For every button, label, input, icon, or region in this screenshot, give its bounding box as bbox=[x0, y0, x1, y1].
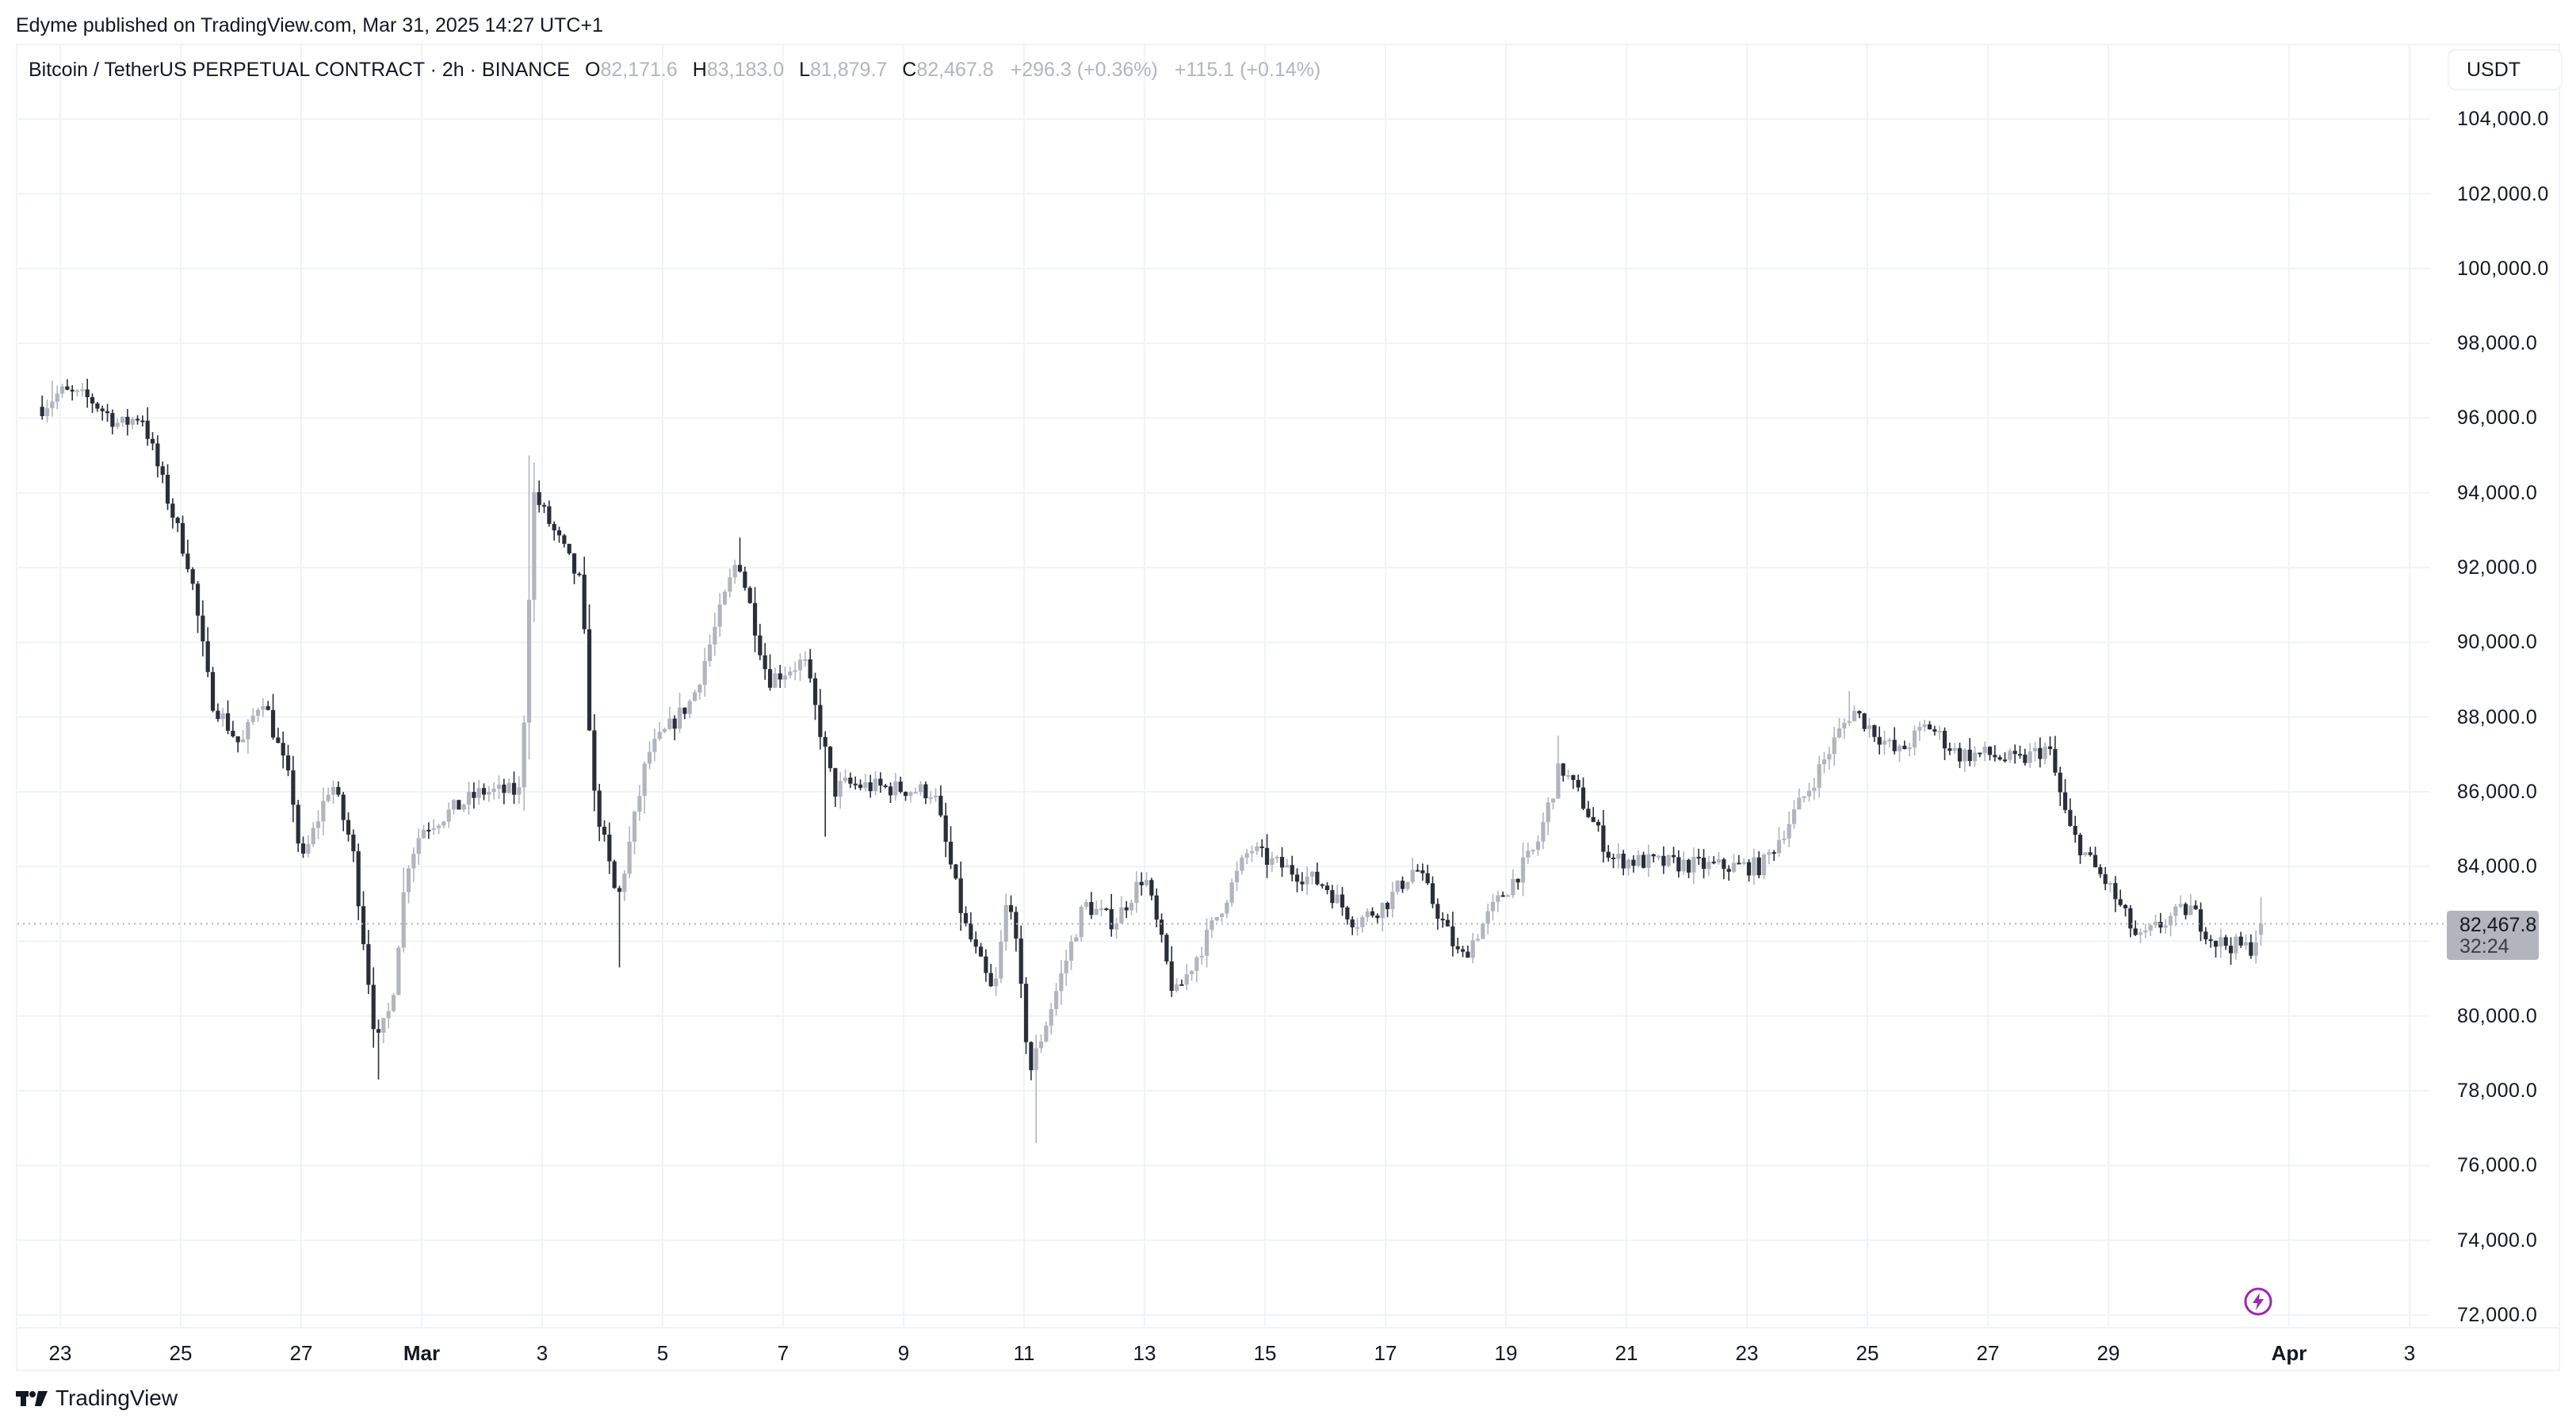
price-axis-label: 80,000.0 bbox=[2457, 1004, 2538, 1027]
bar-countdown: 32:24 bbox=[2459, 935, 2509, 958]
close-value: 82,467.8 bbox=[916, 59, 994, 81]
time-axis-label: 23 bbox=[1735, 1341, 1759, 1365]
time-axis-label: 9 bbox=[897, 1341, 910, 1365]
time-axis-label: 3 bbox=[536, 1341, 548, 1365]
chart-frame bbox=[16, 44, 2560, 1371]
price-axis-label: 84,000.0 bbox=[2457, 855, 2538, 878]
tradingview-logo-icon bbox=[16, 1391, 48, 1406]
price-axis-label: 78,000.0 bbox=[2457, 1080, 2538, 1103]
time-axis-label: 29 bbox=[2096, 1341, 2120, 1365]
price-axis-label: 86,000.0 bbox=[2457, 780, 2538, 803]
price-axis-label: 100,000.0 bbox=[2457, 257, 2549, 280]
time-axis-label: 21 bbox=[1615, 1341, 1638, 1365]
price-axis-label: 94,000.0 bbox=[2457, 481, 2538, 504]
tradingview-brand: TradingView bbox=[55, 1386, 178, 1410]
open-label: O bbox=[585, 59, 601, 81]
low-label: L bbox=[799, 59, 810, 81]
price-axis-label: 76,000.0 bbox=[2457, 1154, 2538, 1177]
candles bbox=[40, 378, 2264, 1144]
time-axis-label: 13 bbox=[1133, 1341, 1156, 1365]
symbol-title[interactable]: Bitcoin / TetherUS PERPETUAL CONTRACT · … bbox=[29, 59, 571, 81]
price-axis-label: 104,000.0 bbox=[2457, 108, 2549, 131]
time-axis-label: 19 bbox=[1494, 1341, 1518, 1365]
time-axis-label: 11 bbox=[1013, 1341, 1035, 1365]
symbol-legend: Bitcoin / TetherUS PERPETUAL CONTRACT · … bbox=[29, 59, 1320, 82]
time-axis-label: 27 bbox=[289, 1341, 313, 1365]
price-axis-label: 72,000.0 bbox=[2457, 1304, 2538, 1326]
time-axis-label: 5 bbox=[656, 1341, 669, 1365]
time-axis-label: Mar bbox=[403, 1341, 441, 1365]
time-axis-label: 25 bbox=[1856, 1341, 1879, 1365]
open-value: 82,171.6 bbox=[600, 59, 678, 81]
time-axis-label: 3 bbox=[2403, 1341, 2416, 1365]
price-axis-label: 74,000.0 bbox=[2457, 1229, 2538, 1252]
publish-info: Edyme published on TradingView.com, Mar … bbox=[16, 14, 603, 36]
price-axis-label: 98,000.0 bbox=[2457, 332, 2538, 355]
change-value-2: +115.1 (+0.14%) bbox=[1174, 59, 1321, 81]
time-axis-label: 23 bbox=[48, 1341, 72, 1365]
price-axis-label: 92,000.0 bbox=[2457, 556, 2538, 579]
tradingview-logo[interactable]: TradingView bbox=[16, 1386, 178, 1411]
high-value: 83,183.0 bbox=[706, 59, 785, 81]
price-axis-label: 96,000.0 bbox=[2457, 407, 2538, 430]
currency-button[interactable]: USDT bbox=[2448, 49, 2563, 90]
close-label: C bbox=[902, 59, 917, 81]
time-axis-label: 15 bbox=[1253, 1341, 1277, 1365]
change-value: +296.3 (+0.36%) bbox=[1010, 59, 1158, 81]
time-axis-label: Apr bbox=[2271, 1341, 2307, 1365]
high-label: H bbox=[692, 59, 707, 81]
current-price-tag: 82,467.8 32:24 bbox=[2447, 911, 2539, 960]
current-price: 82,467.8 bbox=[2459, 914, 2537, 936]
time-axis-label: 27 bbox=[1976, 1341, 2000, 1365]
price-axis-label: 102,000.0 bbox=[2457, 182, 2549, 205]
low-value: 81,879.7 bbox=[810, 59, 888, 81]
lightning-icon[interactable] bbox=[2243, 1286, 2273, 1317]
price-axis-label: 90,000.0 bbox=[2457, 631, 2538, 654]
time-axis-label: 7 bbox=[777, 1341, 789, 1365]
price-axis-label: 88,000.0 bbox=[2457, 705, 2538, 728]
time-axis-label: 25 bbox=[169, 1341, 193, 1365]
time-axis-label: 17 bbox=[1374, 1341, 1397, 1365]
